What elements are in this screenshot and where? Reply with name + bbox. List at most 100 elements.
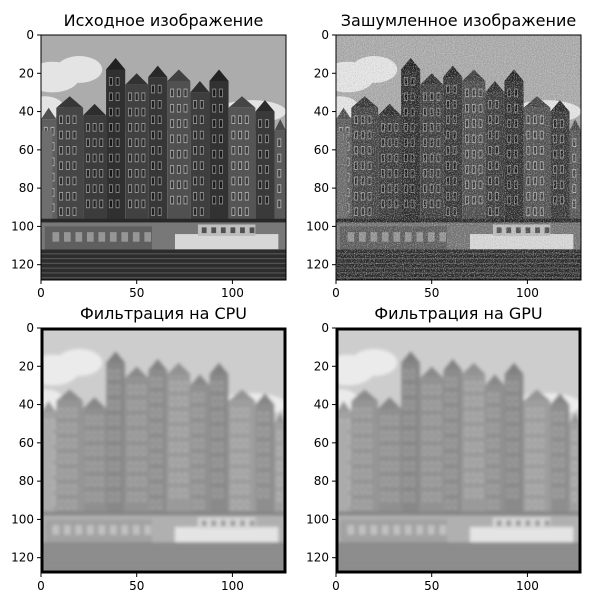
window-pane — [388, 478, 391, 485]
boat-window — [404, 525, 412, 535]
window-pane — [361, 162, 364, 169]
window-pane — [488, 177, 492, 185]
window-pane — [86, 417, 90, 424]
scene — [41, 328, 286, 573]
window-pane — [278, 493, 281, 501]
window-pane — [135, 386, 138, 394]
facade — [190, 385, 210, 516]
window-pane — [116, 386, 119, 394]
window-pane — [128, 200, 132, 208]
window-pane — [381, 462, 385, 470]
cloud — [351, 56, 398, 83]
x-tick-label: 50 — [424, 579, 439, 593]
boat-window — [230, 227, 236, 234]
window-pane — [200, 177, 203, 185]
window-pane — [232, 439, 235, 447]
window-pane — [388, 447, 391, 455]
window-pane — [142, 139, 145, 147]
y-tick-label: 120 — [11, 551, 34, 565]
window-pane — [116, 124, 119, 131]
window-pane — [238, 501, 242, 508]
window-pane — [388, 417, 391, 424]
gable — [351, 389, 379, 401]
window-pane — [533, 439, 537, 447]
window-pane — [404, 185, 408, 192]
window-pane — [66, 455, 69, 462]
y-tick: 120 — [11, 258, 41, 272]
window-pane — [453, 162, 456, 169]
window-pane — [213, 459, 216, 466]
window-pane — [93, 493, 96, 501]
cloud — [56, 349, 103, 376]
y-tick-label: 0 — [26, 321, 34, 335]
window-pane — [93, 462, 96, 470]
window-pane — [488, 192, 492, 200]
boat-window — [75, 232, 83, 242]
y-tick: 80 — [19, 474, 41, 488]
window-pane — [66, 116, 69, 124]
house — [56, 389, 84, 516]
house — [255, 100, 275, 223]
window-pane — [135, 478, 138, 485]
window-pane — [465, 135, 469, 143]
boat-window — [52, 232, 60, 242]
window-pane — [560, 150, 564, 158]
y-tick: 40 — [314, 398, 336, 412]
window-pane — [170, 150, 174, 158]
window-pane — [278, 200, 281, 208]
window-pane — [381, 124, 385, 131]
window-pane — [508, 120, 511, 127]
window-pane — [265, 459, 269, 466]
window-pane — [527, 116, 530, 124]
window-pane — [151, 485, 155, 493]
window-pane — [368, 485, 371, 493]
window-pane — [479, 382, 482, 390]
window-pane — [278, 432, 281, 440]
window-pane — [404, 401, 408, 409]
window-pane — [446, 455, 450, 462]
window-pane — [59, 177, 63, 185]
gable — [228, 389, 256, 401]
window-pane — [354, 162, 358, 169]
window-pane — [540, 116, 543, 124]
window-pane — [479, 135, 482, 143]
window-pane — [368, 192, 371, 200]
window-pane — [508, 196, 511, 204]
window-pane — [573, 462, 576, 470]
window-pane — [404, 139, 408, 147]
window-pane — [388, 462, 391, 470]
x-tick-label: 100 — [516, 579, 539, 593]
window-pane — [404, 108, 408, 116]
window-pane — [116, 493, 119, 501]
window-pane — [488, 131, 492, 139]
house — [274, 412, 286, 516]
window-pane — [86, 139, 90, 147]
window-pane — [411, 154, 414, 162]
window-pane — [219, 489, 223, 497]
window-pane — [395, 169, 398, 177]
window-pane — [404, 432, 408, 440]
window-pane — [245, 192, 248, 200]
window-pane — [533, 455, 537, 462]
house — [550, 393, 570, 516]
water-ripple — [41, 550, 286, 553]
boat-window — [75, 525, 83, 535]
gable — [401, 350, 421, 363]
window-pane — [59, 131, 63, 139]
y-tick-label: 20 — [19, 359, 34, 373]
window-pane — [395, 447, 398, 455]
window-pane — [59, 424, 63, 432]
gable — [420, 73, 444, 85]
window-pane — [265, 150, 269, 158]
window-pane — [142, 200, 145, 208]
window-pane — [514, 166, 518, 173]
gable — [106, 350, 126, 363]
window-pane — [177, 120, 180, 127]
window-pane — [184, 150, 187, 158]
window-pane — [238, 116, 242, 124]
window-pane — [158, 116, 161, 124]
window-pane — [245, 146, 248, 154]
window-pane — [219, 181, 223, 189]
window-pane — [200, 394, 203, 401]
window-pane — [453, 378, 456, 386]
